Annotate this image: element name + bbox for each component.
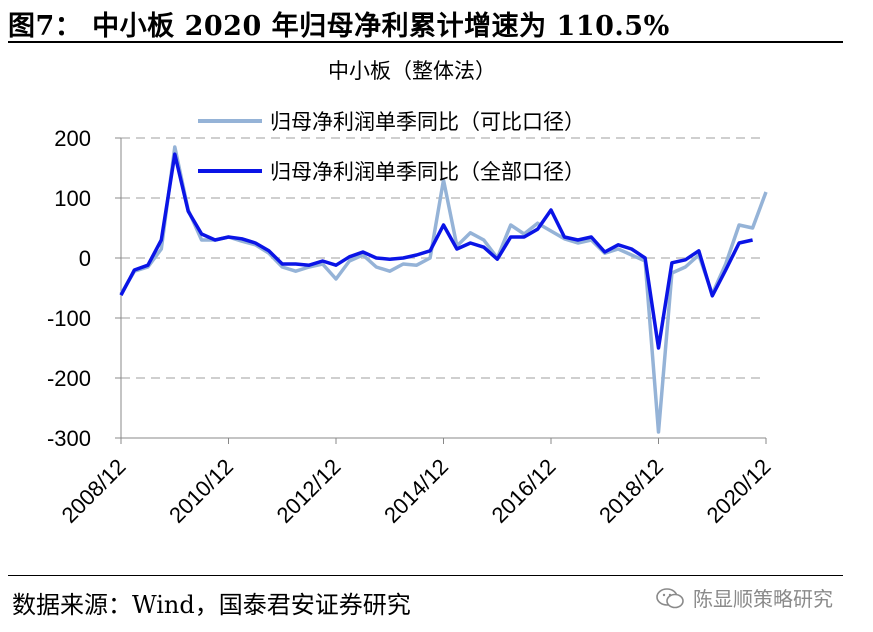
y-tick-label: -100 bbox=[47, 306, 91, 331]
x-axis-ticks: 2008/12 2010/12 2012/12 2014/12 2016/12 2018/… bbox=[57, 438, 776, 528]
x-tick-label: 2012/12 bbox=[272, 454, 346, 528]
chart-title: 中小板（整体法） bbox=[328, 59, 496, 83]
series-line-all bbox=[119, 152, 753, 350]
y-axis-ticks: 200 100 0 -100 -200 -300 bbox=[47, 126, 121, 451]
line-chart: 中小板（整体法） 200 100 0 -100 -200 -300 2008/12 2010… bbox=[47, 59, 776, 528]
x-tick-label: 2008/12 bbox=[57, 454, 131, 528]
figure-title: 图7： 中小板 2020 年归母净利累计增速为 110.5% bbox=[8, 11, 670, 42]
wechat-icon bbox=[656, 587, 684, 608]
legend-label-comparable: 归母净利润单季同比（可比口径） bbox=[270, 110, 585, 134]
y-tick-label: 200 bbox=[54, 126, 91, 151]
x-tick-label: 2010/12 bbox=[164, 454, 238, 528]
legend-label-all: 归母净利润单季同比（全部口径） bbox=[270, 160, 585, 184]
x-tick-label: 2020/12 bbox=[702, 454, 776, 528]
title-rule bbox=[8, 41, 843, 43]
legend: 归母净利润单季同比（可比口径） 归母净利润单季同比（全部口径） bbox=[198, 110, 585, 184]
legend-item-all: 归母净利润单季同比（全部口径） bbox=[198, 160, 585, 184]
source-note: 数据来源：Wind，国泰君安证券研究 bbox=[12, 591, 411, 619]
y-tick-label: -200 bbox=[47, 366, 91, 391]
x-tick-label: 2018/12 bbox=[594, 454, 668, 528]
y-tick-label: 0 bbox=[79, 246, 91, 271]
legend-item-comparable: 归母净利润单季同比（可比口径） bbox=[198, 110, 585, 134]
watermark-label: 陈显顺策略研究 bbox=[693, 587, 833, 611]
source-rule bbox=[8, 575, 843, 576]
y-tick-label: -300 bbox=[47, 426, 91, 451]
x-tick-label: 2016/12 bbox=[487, 454, 561, 528]
series-lines bbox=[119, 145, 768, 434]
watermark: 陈显顺策略研究 bbox=[655, 583, 833, 612]
x-tick-label: 2014/12 bbox=[379, 454, 453, 528]
y-tick-label: 100 bbox=[54, 186, 91, 211]
grid-lines bbox=[121, 137, 766, 379]
